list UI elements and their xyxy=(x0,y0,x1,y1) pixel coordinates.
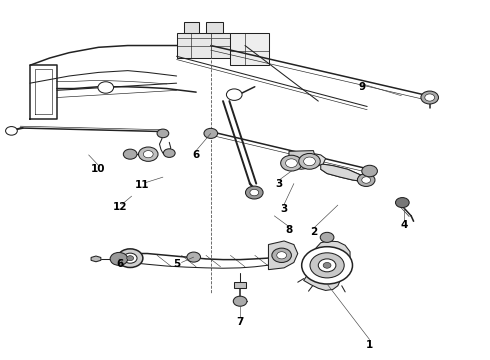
Circle shape xyxy=(98,82,114,93)
Circle shape xyxy=(320,232,334,242)
Text: 1: 1 xyxy=(366,340,373,350)
Text: 11: 11 xyxy=(135,180,149,190)
Text: 10: 10 xyxy=(91,164,106,174)
Circle shape xyxy=(362,177,370,183)
Circle shape xyxy=(157,129,169,138)
Circle shape xyxy=(304,157,316,166)
Polygon shape xyxy=(230,33,270,65)
Polygon shape xyxy=(234,282,246,288)
Circle shape xyxy=(277,252,287,259)
Circle shape xyxy=(5,127,17,135)
Circle shape xyxy=(357,174,375,186)
Polygon shape xyxy=(289,150,316,159)
Circle shape xyxy=(272,248,292,262)
Polygon shape xyxy=(304,241,350,291)
Polygon shape xyxy=(184,22,198,33)
Text: 2: 2 xyxy=(310,227,317,237)
Circle shape xyxy=(318,259,336,272)
Circle shape xyxy=(310,253,344,278)
Polygon shape xyxy=(282,153,326,169)
Polygon shape xyxy=(91,256,101,262)
Circle shape xyxy=(144,150,153,158)
Text: 8: 8 xyxy=(285,225,293,235)
Circle shape xyxy=(139,147,158,161)
Text: 6: 6 xyxy=(193,150,200,160)
Text: 7: 7 xyxy=(237,317,244,327)
Circle shape xyxy=(425,94,435,101)
Circle shape xyxy=(163,149,175,157)
Text: 3: 3 xyxy=(275,179,283,189)
Circle shape xyxy=(281,155,302,171)
Circle shape xyxy=(123,253,137,263)
Circle shape xyxy=(233,296,247,306)
Text: 5: 5 xyxy=(173,259,180,269)
Circle shape xyxy=(286,159,297,167)
Polygon shape xyxy=(321,164,367,182)
Circle shape xyxy=(323,262,331,268)
Circle shape xyxy=(299,153,320,169)
Circle shape xyxy=(123,149,137,159)
Text: 3: 3 xyxy=(280,204,288,214)
Circle shape xyxy=(187,252,200,262)
Polygon shape xyxy=(206,22,223,33)
Circle shape xyxy=(127,256,134,261)
Polygon shape xyxy=(176,33,230,58)
Circle shape xyxy=(362,165,377,177)
Text: 6: 6 xyxy=(117,259,124,269)
Text: 4: 4 xyxy=(400,220,408,230)
Circle shape xyxy=(204,129,218,138)
Circle shape xyxy=(250,189,259,196)
Polygon shape xyxy=(269,241,298,270)
Circle shape xyxy=(421,91,439,104)
Circle shape xyxy=(302,247,352,284)
Circle shape xyxy=(226,89,242,100)
Circle shape xyxy=(245,186,263,199)
Text: 12: 12 xyxy=(113,202,128,212)
Circle shape xyxy=(395,198,409,208)
Text: 9: 9 xyxy=(359,82,366,92)
Circle shape xyxy=(118,249,143,267)
Circle shape xyxy=(110,252,128,265)
